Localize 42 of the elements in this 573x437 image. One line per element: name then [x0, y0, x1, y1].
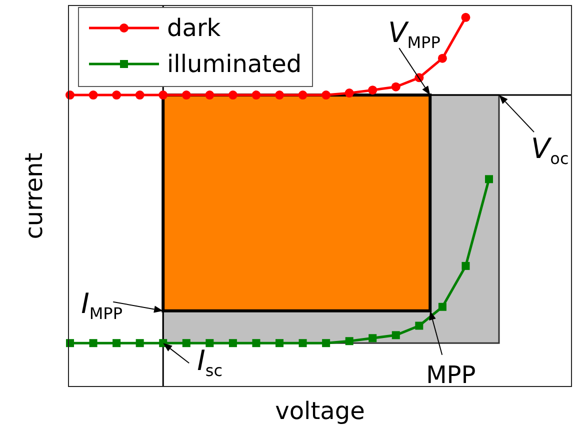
x-axis-title: voltage	[274, 397, 366, 425]
point	[438, 302, 446, 311]
text: V$_{oc}$	[531, 132, 569, 168]
point	[228, 339, 237, 348]
point	[415, 322, 424, 330]
point	[112, 339, 121, 348]
legend-label: dark	[167, 14, 221, 42]
point	[182, 339, 190, 348]
point	[275, 90, 284, 100]
y-axis-title: current	[20, 152, 48, 240]
point	[252, 90, 261, 100]
point	[158, 90, 168, 100]
annotation: V$_{MPP}$	[388, 16, 441, 52]
point	[345, 337, 354, 346]
point	[344, 88, 354, 98]
point	[112, 90, 122, 100]
point	[298, 339, 307, 348]
point	[182, 90, 191, 100]
point	[322, 90, 331, 100]
point	[205, 90, 214, 100]
point	[135, 90, 144, 100]
point	[368, 334, 377, 342]
annotation: MPP	[426, 360, 476, 389]
point	[89, 339, 98, 348]
point	[461, 12, 470, 22]
legend-label: illuminated	[167, 50, 302, 78]
point	[368, 86, 378, 95]
point	[252, 339, 260, 348]
point	[391, 82, 400, 92]
annotation: I$_{MPP}$	[81, 286, 123, 324]
point	[88, 90, 98, 100]
point	[276, 339, 284, 348]
point	[228, 90, 238, 100]
point	[438, 54, 447, 63]
point	[322, 339, 330, 348]
point	[485, 175, 493, 184]
point	[392, 331, 400, 340]
point	[298, 90, 308, 100]
annotation: I$_{sc}$	[197, 344, 223, 380]
point	[462, 262, 470, 270]
point	[206, 339, 214, 348]
point	[136, 339, 144, 348]
